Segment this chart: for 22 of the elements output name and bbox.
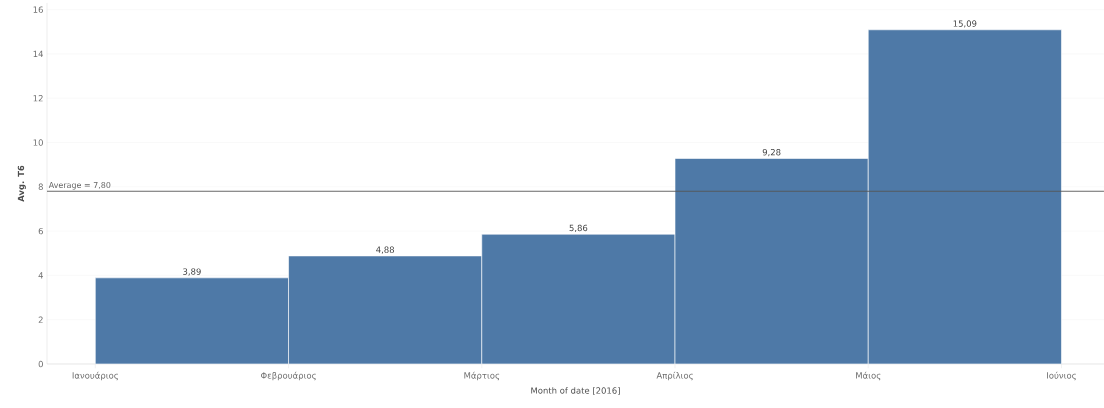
data-label: 15,09 bbox=[953, 20, 977, 28]
y-axis-title: Avg. T6 bbox=[17, 165, 26, 202]
y-tick-label: 6 bbox=[38, 227, 43, 235]
x-axis-title: Month of date [2016] bbox=[531, 387, 620, 395]
y-tick-label: 4 bbox=[38, 272, 43, 279]
y-tick-label: 16 bbox=[33, 6, 43, 13]
x-tick-label: Ιούνιος bbox=[1047, 371, 1076, 381]
y-tick-label: 8 bbox=[38, 183, 43, 191]
y-tick-label: 0 bbox=[38, 360, 43, 368]
x-tick-label: Απρίλιος bbox=[656, 371, 693, 381]
y-tick-label: 2 bbox=[38, 316, 43, 323]
x-tick-label: Ιανουάριος bbox=[72, 371, 118, 381]
x-tick-label: Μάρτιος bbox=[464, 371, 500, 381]
y-tick-label: 14 bbox=[33, 50, 43, 58]
data-label: 5,86 bbox=[569, 224, 588, 233]
x-tick-label: Φεβρουάριος bbox=[260, 371, 316, 381]
y-tick-label: 10 bbox=[33, 139, 43, 146]
y-tick-label: 12 bbox=[33, 95, 43, 102]
data-label: 9,28 bbox=[762, 149, 781, 157]
data-label: 3,89 bbox=[183, 268, 201, 276]
x-tick-label: Μάιος bbox=[856, 371, 881, 381]
data-label: 4,88 bbox=[376, 246, 395, 254]
